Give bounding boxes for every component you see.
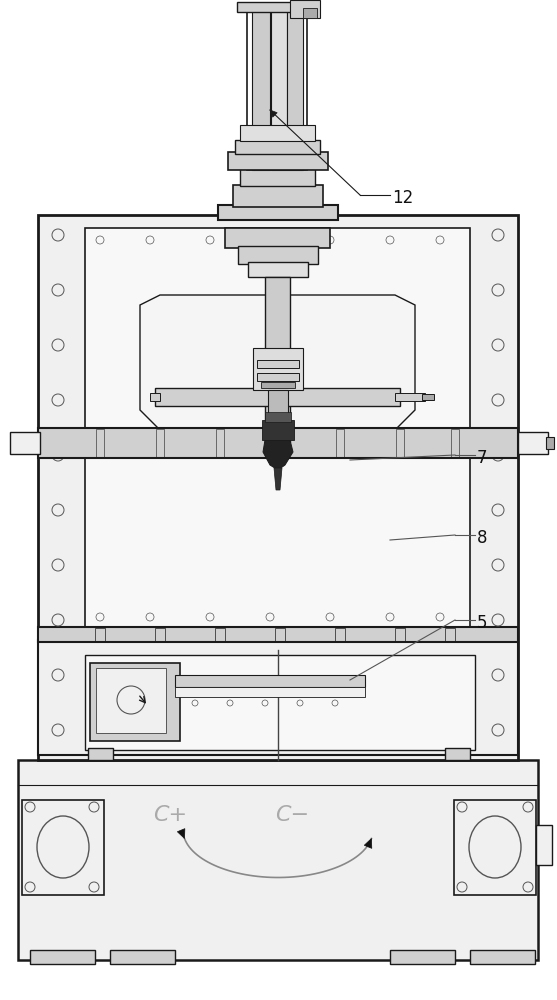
Bar [240, 168, 315, 186]
Bar [262, 420, 294, 440]
Bar [276, 429, 284, 457]
Bar [30, 950, 95, 964]
Bar [445, 628, 455, 641]
Polygon shape [140, 295, 415, 430]
Bar [175, 687, 365, 697]
Bar [257, 373, 299, 381]
Bar [238, 246, 318, 264]
Bar [22, 800, 104, 895]
Text: 7: 7 [477, 449, 487, 467]
Bar [390, 950, 455, 964]
Text: C−: C− [275, 805, 310, 825]
Bar [150, 393, 160, 401]
Polygon shape [263, 440, 293, 470]
Bar [85, 228, 470, 628]
Text: 5: 5 [477, 614, 487, 632]
Bar [88, 748, 113, 760]
Polygon shape [274, 468, 282, 490]
Polygon shape [177, 829, 185, 839]
Bar [536, 825, 552, 865]
Bar [265, 412, 291, 422]
Bar [18, 760, 538, 960]
Bar [215, 628, 225, 641]
Bar [395, 393, 425, 401]
Bar [247, 10, 307, 170]
Bar [233, 185, 323, 207]
Bar [336, 429, 344, 457]
Bar [235, 140, 320, 154]
Bar [38, 640, 518, 755]
Text: C+: C+ [153, 805, 187, 825]
Bar [396, 429, 404, 457]
Bar [248, 262, 308, 277]
Polygon shape [364, 839, 372, 848]
Bar [216, 429, 224, 457]
Bar [265, 277, 290, 442]
Bar [156, 429, 164, 457]
Bar [175, 675, 365, 687]
Bar [225, 228, 330, 248]
Bar [252, 10, 270, 170]
Bar [240, 125, 315, 141]
Bar [10, 432, 40, 454]
Bar [257, 360, 299, 368]
Bar [155, 388, 400, 406]
Bar [445, 748, 470, 760]
Bar [275, 628, 285, 641]
Polygon shape [270, 110, 277, 117]
Bar [218, 205, 338, 220]
Bar [268, 390, 288, 450]
Bar [237, 2, 317, 12]
Bar [395, 628, 405, 641]
Bar [454, 800, 536, 895]
Bar [451, 429, 459, 457]
Bar [228, 152, 328, 170]
Bar [110, 950, 175, 964]
Bar [85, 655, 475, 750]
Bar [253, 348, 303, 390]
Bar [261, 382, 295, 388]
Bar [470, 950, 535, 964]
Bar [287, 10, 303, 170]
Bar [38, 627, 518, 642]
Bar [155, 628, 165, 641]
Bar [546, 437, 554, 449]
Bar [271, 10, 287, 170]
Bar [335, 628, 345, 641]
Bar [290, 0, 320, 18]
Bar [303, 8, 317, 18]
Text: 12: 12 [392, 189, 413, 207]
Bar [518, 432, 548, 454]
Bar [422, 394, 434, 400]
Text: 8: 8 [477, 529, 487, 547]
Bar [90, 663, 180, 741]
Bar [96, 668, 166, 733]
Bar [38, 428, 518, 458]
Bar [95, 628, 105, 641]
Bar [96, 429, 104, 457]
Bar [38, 215, 518, 760]
